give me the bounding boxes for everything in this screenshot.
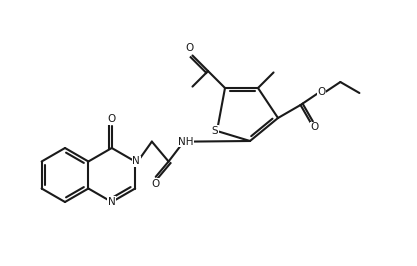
Text: NH: NH	[178, 136, 193, 147]
Text: O: O	[185, 43, 193, 53]
Text: N: N	[132, 156, 140, 167]
Text: O: O	[310, 122, 319, 132]
Text: O: O	[108, 114, 116, 124]
Text: N: N	[108, 197, 116, 207]
Text: O: O	[152, 179, 160, 189]
Text: O: O	[317, 87, 325, 97]
Text: S: S	[212, 126, 219, 136]
